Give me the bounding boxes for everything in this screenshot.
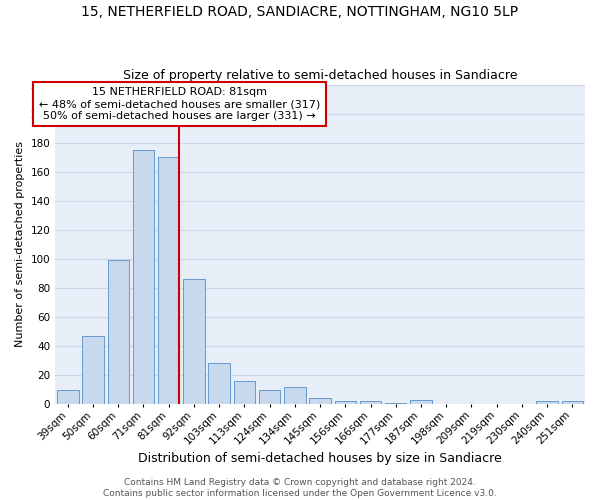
Bar: [259, 390, 280, 404]
Bar: [536, 401, 558, 404]
Bar: [208, 364, 230, 404]
Text: 15 NETHERFIELD ROAD: 81sqm
← 48% of semi-detached houses are smaller (317)
50% o: 15 NETHERFIELD ROAD: 81sqm ← 48% of semi…: [39, 88, 320, 120]
Bar: [360, 401, 381, 404]
Bar: [233, 381, 255, 404]
Bar: [183, 279, 205, 404]
X-axis label: Distribution of semi-detached houses by size in Sandiacre: Distribution of semi-detached houses by …: [138, 452, 502, 465]
Y-axis label: Number of semi-detached properties: Number of semi-detached properties: [15, 142, 25, 348]
Bar: [310, 398, 331, 404]
Bar: [284, 386, 305, 404]
Title: Size of property relative to semi-detached houses in Sandiacre: Size of property relative to semi-detach…: [123, 69, 517, 82]
Bar: [57, 390, 79, 404]
Bar: [158, 157, 179, 404]
Text: 15, NETHERFIELD ROAD, SANDIACRE, NOTTINGHAM, NG10 5LP: 15, NETHERFIELD ROAD, SANDIACRE, NOTTING…: [82, 5, 518, 19]
Bar: [82, 336, 104, 404]
Bar: [562, 401, 583, 404]
Bar: [410, 400, 432, 404]
Bar: [385, 402, 406, 404]
Bar: [133, 150, 154, 404]
Bar: [107, 260, 129, 404]
Text: Contains HM Land Registry data © Crown copyright and database right 2024.
Contai: Contains HM Land Registry data © Crown c…: [103, 478, 497, 498]
Bar: [335, 401, 356, 404]
